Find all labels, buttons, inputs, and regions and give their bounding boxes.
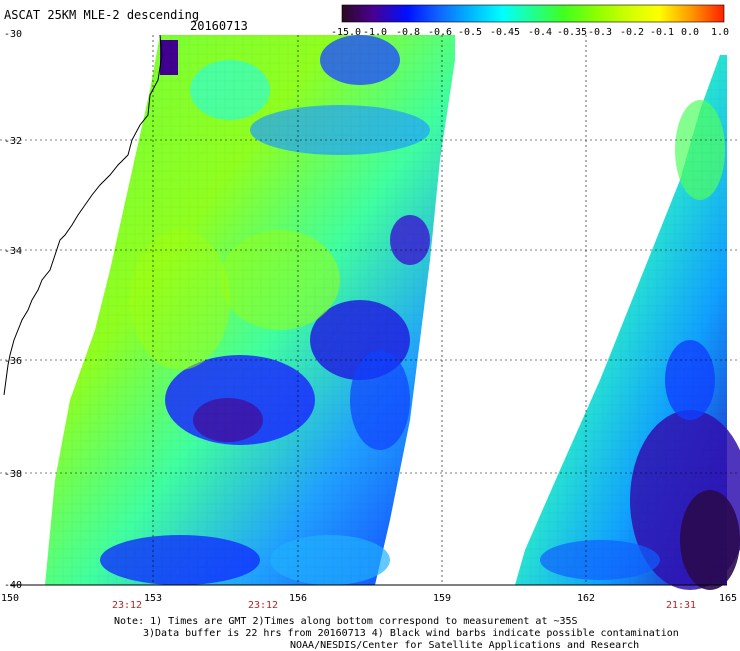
map-date: 20160713: [190, 19, 248, 33]
coastline: [3, 34, 163, 396]
colorbar: [341, 4, 725, 23]
colorbar-label: -0.8: [395, 27, 421, 38]
lat-label: -38: [4, 469, 23, 480]
left-swath: [45, 35, 455, 585]
colorbar-label: -0.45: [489, 27, 521, 38]
lat-label: -40: [4, 580, 23, 591]
lat-label: -36: [4, 356, 23, 367]
lon-label: 159: [432, 593, 452, 604]
map-title: ASCAT 25KM MLE-2 descending: [4, 8, 200, 22]
colorbar-label: -0.1: [649, 27, 675, 38]
swath-time: 23:12: [111, 600, 143, 611]
colorbar-label: 0.0: [680, 27, 700, 38]
right-swath: [515, 55, 740, 590]
colorbar-label: -0.6: [427, 27, 453, 38]
swath-time: 21:31: [665, 600, 697, 611]
colorbar-label: -0.35: [556, 27, 588, 38]
colorbar-label: -0.3: [587, 27, 613, 38]
lon-label: 165: [718, 593, 738, 604]
note-line-3: NOAA/NESDIS/Center for Satellite Applica…: [290, 640, 640, 651]
swath-time: 23:12: [247, 600, 279, 611]
lat-label: -34: [4, 246, 23, 257]
lon-label: 153: [143, 593, 163, 604]
colorbar-label: -0.2: [619, 27, 645, 38]
lon-label: 156: [288, 593, 308, 604]
colorbar-label: -1.0: [362, 27, 388, 38]
lat-label: -30: [4, 29, 23, 40]
grid: [0, 35, 740, 585]
colorbar-label: -0.4: [527, 27, 553, 38]
colorbar-label: -0.5: [457, 27, 483, 38]
note-line-2: 3)Data buffer is 22 hrs from 20160713 4)…: [143, 628, 679, 639]
colorbar-label: -15.0: [330, 27, 362, 38]
note-line-1: Note: 1) Times are GMT 2)Times along bot…: [114, 616, 578, 627]
colorbar-label: 1.0: [710, 27, 730, 38]
lon-label: 150: [0, 593, 20, 604]
lat-label: -32: [4, 136, 23, 147]
lon-label: 162: [576, 593, 596, 604]
